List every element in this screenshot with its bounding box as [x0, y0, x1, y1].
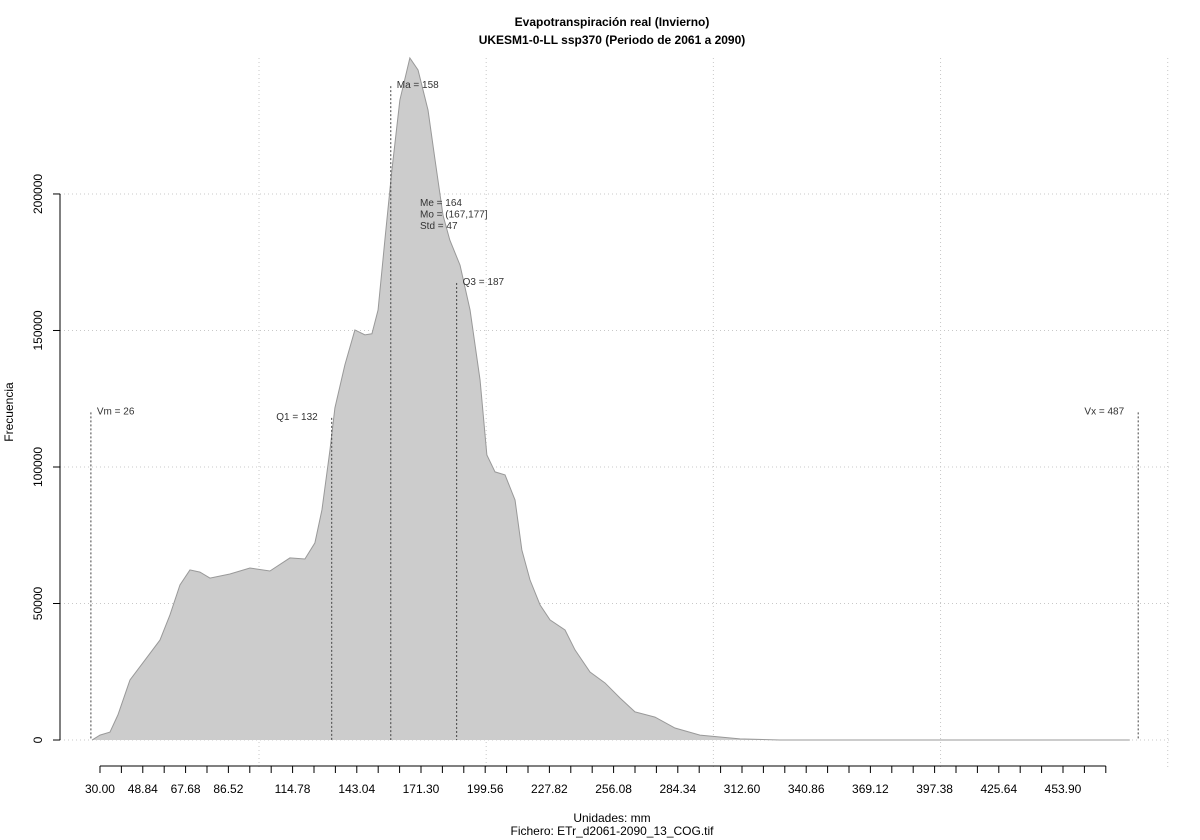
x-tick-label: 312.60: [724, 782, 761, 796]
stat-label: Std = 47: [420, 221, 458, 232]
y-tick-label: 150000: [31, 310, 45, 350]
x-tick-label: 340.86: [788, 782, 825, 796]
x-tick-label: 171.30: [403, 782, 440, 796]
marker-label: Q3 = 187: [463, 277, 505, 288]
marker-label: Vx = 487: [1084, 406, 1124, 417]
x-tick-label: 199.56: [467, 782, 504, 796]
chart-title: Evapotranspiración real (Invierno): [515, 15, 710, 29]
x-tick-label: 453.90: [1045, 782, 1082, 796]
y-tick-label: 50000: [31, 586, 45, 620]
chart-subtitle: UKESM1-0-LL ssp370 (Periodo de 2061 a 20…: [479, 33, 746, 47]
x-tick-label: 425.64: [980, 782, 1017, 796]
x-tick-label: 397.38: [916, 782, 953, 796]
x-tick-label: 227.82: [531, 782, 568, 796]
x-tick-label: 48.84: [128, 782, 158, 796]
density-area: [92, 58, 1130, 741]
x-tick-label: 143.04: [338, 782, 375, 796]
marker-label: Vm = 26: [97, 406, 135, 417]
density-line: [91, 56, 1130, 741]
stat-label: Me = 164: [420, 198, 462, 209]
x-tick-label: 256.08: [595, 782, 632, 796]
y-tick-label: 200000: [31, 174, 45, 214]
marker-label: Q1 = 132: [276, 412, 318, 423]
y-tick-label: 100000: [31, 447, 45, 487]
x-tick-label: 67.68: [171, 782, 201, 796]
x-tick-label: 86.52: [213, 782, 243, 796]
marker-label: Ma = 158: [397, 80, 439, 91]
stat-label: Mo = (167,177]: [420, 210, 488, 221]
footer: Fichero: ETr_d2061-2090_13_COG.tif: [511, 824, 715, 838]
x-tick-label: 284.34: [659, 782, 696, 796]
y-axis-label: Frecuencia: [2, 382, 16, 442]
x-tick-label: 30.00: [85, 782, 115, 796]
x-tick-label: 369.12: [852, 782, 889, 796]
x-axis-label: Unidades: mm: [573, 811, 650, 825]
y-tick-label: 0: [31, 736, 45, 743]
x-tick-label: 114.78: [275, 782, 311, 796]
